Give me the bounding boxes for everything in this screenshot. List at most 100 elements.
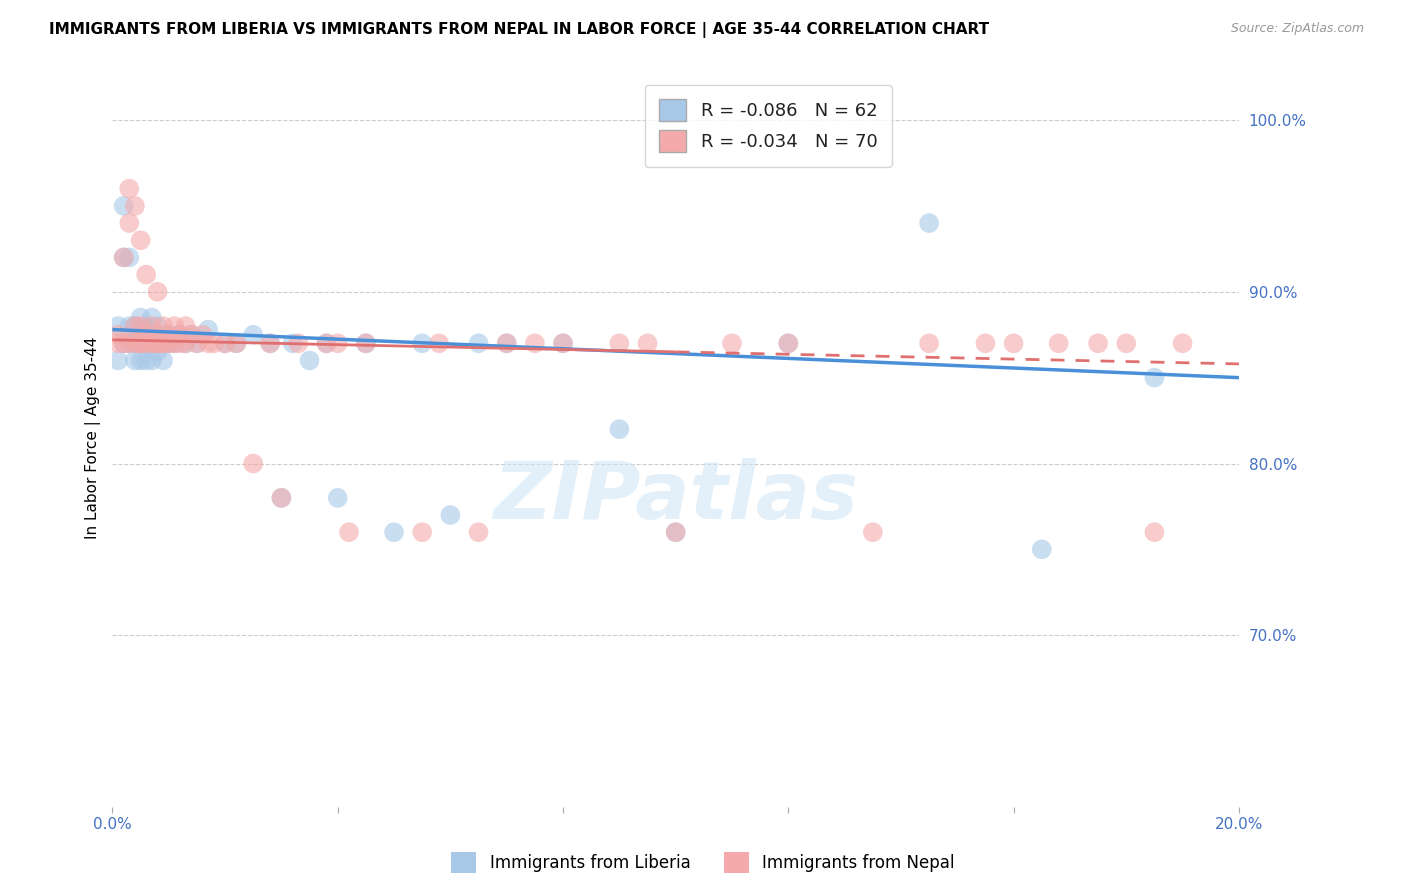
Point [495,336,517,351]
Point [225,336,247,351]
Point [146,336,169,351]
Point [146,336,169,351]
Point [523,336,546,351]
Point [135,319,157,334]
Point [129,310,152,325]
Point [1087,336,1109,351]
Point [112,251,135,265]
Point [107,353,129,368]
Point [242,327,264,342]
Point [129,353,152,368]
Point [124,319,146,334]
Point [191,327,214,342]
Point [129,319,152,334]
Point [124,336,146,351]
Point [129,327,152,342]
Point [197,336,219,351]
Point [281,336,304,351]
Point [326,491,349,505]
Point [124,353,146,368]
Point [135,322,157,336]
Point [112,336,135,351]
Point [259,336,281,351]
Point [152,327,174,342]
Point [169,327,191,342]
Point [495,336,517,351]
Point [135,327,157,342]
Point [778,336,800,351]
Point [214,336,236,351]
Point [146,319,169,334]
Point [1031,542,1053,557]
Point [918,336,941,351]
Point [124,336,146,351]
Point [270,491,292,505]
Point [169,327,191,342]
Point [259,336,281,351]
Point [607,422,630,436]
Point [152,336,174,351]
Point [118,336,141,351]
Point [337,525,360,540]
Point [129,336,152,351]
Point [1143,370,1166,384]
Point [862,525,884,540]
Point [152,336,174,351]
Point [129,336,152,351]
Point [721,336,744,351]
Point [551,336,574,351]
Point [118,336,141,351]
Point [1002,336,1025,351]
Point [665,525,688,540]
Point [1047,336,1070,351]
Point [169,336,191,351]
Point [180,327,202,342]
Point [107,319,129,334]
Point [174,336,197,351]
Point [135,353,157,368]
Point [152,336,174,351]
Point [107,336,129,351]
Point [411,336,433,351]
Point [551,336,574,351]
Point [382,525,405,540]
Legend: R = -0.086   N = 62, R = -0.034   N = 70: R = -0.086 N = 62, R = -0.034 N = 70 [645,85,891,167]
Point [180,327,202,342]
Point [118,216,141,230]
Point [118,182,141,196]
Point [141,310,163,325]
Point [1171,336,1194,351]
Point [287,336,309,351]
Point [141,353,163,368]
Point [124,319,146,334]
Point [197,322,219,336]
Point [163,336,186,351]
Point [174,319,197,334]
Point [124,336,146,351]
Point [135,336,157,351]
Point [152,319,174,334]
Point [163,336,186,351]
Point [141,336,163,351]
Point [146,344,169,359]
Point [174,336,197,351]
Point [129,233,152,247]
Point [354,336,377,351]
Point [411,525,433,540]
Point [427,336,450,351]
Point [918,216,941,230]
Point [112,336,135,351]
Text: Source: ZipAtlas.com: Source: ZipAtlas.com [1230,22,1364,36]
Point [141,336,163,351]
Point [467,525,489,540]
Point [135,336,157,351]
Point [202,336,225,351]
Point [157,327,180,342]
Point [141,327,163,342]
Point [118,251,141,265]
Point [315,336,337,351]
Point [146,285,169,299]
Point [146,327,169,342]
Point [354,336,377,351]
Point [214,336,236,351]
